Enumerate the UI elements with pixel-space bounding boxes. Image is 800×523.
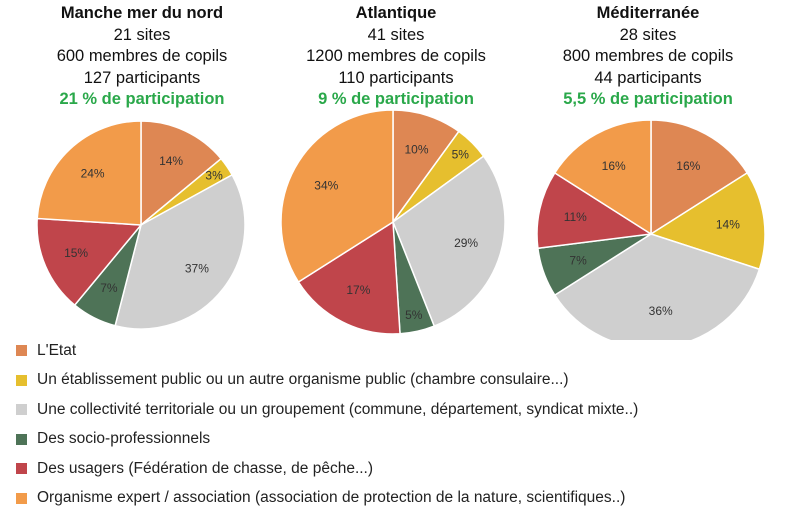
legend-item: Une collectivité territoriale ou un grou… <box>16 395 638 425</box>
slice-label-manche-mer-du-nord-1: 3% <box>205 168 223 182</box>
slice-label-mediterranee-1: 14% <box>716 217 740 231</box>
participation-rate: 21 % de participation <box>59 90 225 108</box>
slice-label-atlantique-3: 5% <box>405 308 423 322</box>
pie-slice-atlantique-5 <box>280 109 394 284</box>
pie-slice-manche-mer-du-nord-4 <box>36 217 143 307</box>
slice-label-atlantique-1: 5% <box>452 148 470 162</box>
slice-label-mediterranee-0: 16% <box>676 159 700 173</box>
legend-swatch <box>16 463 27 475</box>
pie-slice-mediterranee-0 <box>650 119 749 236</box>
copil-members: 1200 membres de copils <box>306 47 486 65</box>
legend-item: Des usagers (Fédération de chasse, de pê… <box>16 454 638 484</box>
pie-slice-atlantique-2 <box>392 155 506 328</box>
sites-count: 21 sites <box>113 25 171 44</box>
pie-slice-manche-mer-du-nord-5 <box>36 120 142 226</box>
slice-label-manche-mer-du-nord-5: 24% <box>81 166 105 180</box>
slice-label-mediterranee-2: 36% <box>649 304 673 318</box>
legend-swatch <box>16 404 27 416</box>
pie-slice-manche-mer-du-nord-0 <box>140 120 223 227</box>
chart-header-manche: Manche mer du nord 21 sites 600 membres … <box>12 3 272 111</box>
participation-rate: 9 % de participation <box>318 90 474 108</box>
slice-label-manche-mer-du-nord-0: 14% <box>159 154 183 168</box>
legend-label: Une collectivité territoriale ou un grou… <box>37 400 639 418</box>
pie-slice-mediterranee-1 <box>649 171 766 271</box>
legend-label: Organisme expert / association (associat… <box>37 489 626 507</box>
slice-label-atlantique-4: 17% <box>346 283 370 297</box>
participants-count: 127 participants <box>83 68 201 87</box>
sites-count: 41 sites <box>367 25 425 44</box>
copil-members: 800 membres de copils <box>562 47 734 65</box>
legend-swatch <box>16 492 27 504</box>
chart-header-mediterranee: Méditerranée 28 sites 800 membres de cop… <box>518 3 778 111</box>
legend-item: Organisme expert / association (associat… <box>16 484 638 514</box>
slice-label-manche-mer-du-nord-3: 7% <box>100 281 118 295</box>
slice-label-manche-mer-du-nord-2: 37% <box>185 261 209 275</box>
pie-slice-manche-mer-du-nord-2 <box>114 173 246 330</box>
copil-members: 600 membres de copils <box>56 47 228 65</box>
pie-slice-mediterranee-4 <box>536 171 654 250</box>
legend: L'Etat Un établissement public ou un aut… <box>16 336 638 513</box>
sites-count: 28 sites <box>619 25 677 44</box>
chart-title: Manche mer du nord <box>60 4 224 22</box>
legend-label: L'Etat <box>37 341 77 359</box>
legend-item: Des socio-professionnels <box>16 425 638 455</box>
legend-item: L'Etat <box>16 336 638 366</box>
legend-label: Un établissement public ou un autre orga… <box>37 371 569 389</box>
participation-rate: 5,5 % de participation <box>563 90 733 108</box>
slice-label-mediterranee-4: 11% <box>564 210 587 224</box>
chart-title: Atlantique <box>355 4 437 22</box>
pie-slice-atlantique-4 <box>297 220 401 335</box>
legend-swatch <box>16 433 27 445</box>
slice-label-mediterranee-3: 7% <box>569 253 587 267</box>
participants-count: 110 participants <box>338 68 454 87</box>
pie-charts: 14% 3% 37% 7% 15% 24% 10% 5% 29% 5% 17% 34% 16% 14% 36… <box>36 109 766 340</box>
slice-label-atlantique-2: 29% <box>454 236 478 250</box>
slice-label-atlantique-5: 34% <box>314 178 338 192</box>
legend-item: Un établissement public ou un autre orga… <box>16 366 638 396</box>
legend-swatch <box>16 345 27 357</box>
slice-label-mediterranee-5: 16% <box>602 159 626 173</box>
legend-swatch <box>16 374 27 386</box>
chart-title: Méditerranée <box>596 4 700 22</box>
chart-header-atlantique: Atlantique 41 sites 1200 membres de copi… <box>266 3 526 111</box>
participants-count: 44 participants <box>594 68 702 87</box>
slice-label-manche-mer-du-nord-4: 15% <box>64 246 88 260</box>
legend-label: Des socio-professionnels <box>37 430 211 448</box>
pie-slice-mediterranee-2 <box>553 233 761 340</box>
pie-slice-mediterranee-5 <box>553 119 652 236</box>
legend-label: Des usagers (Fédération de chasse, de pê… <box>37 459 374 477</box>
slice-label-atlantique-0: 10% <box>404 143 428 157</box>
